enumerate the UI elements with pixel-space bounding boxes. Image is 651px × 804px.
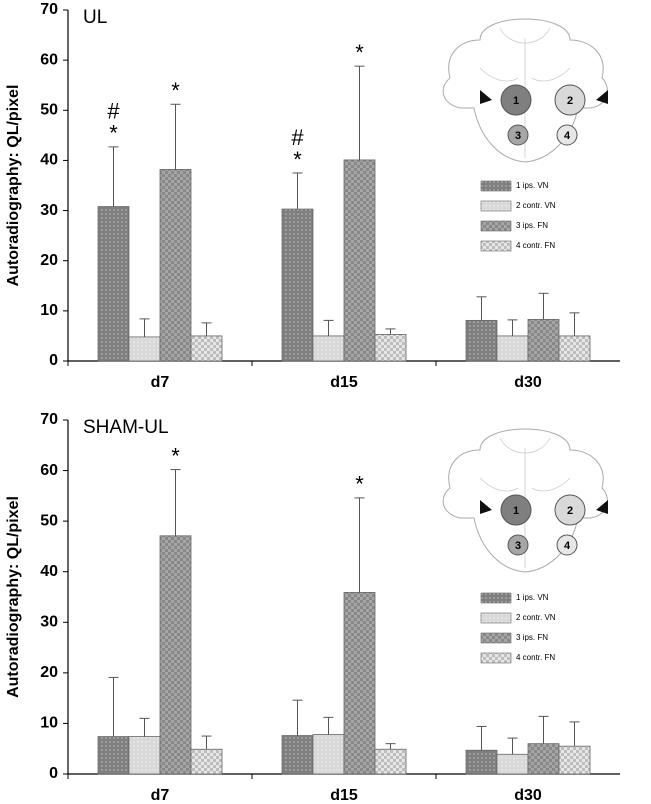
legend-label: 1 ips. VN [516,593,549,602]
nucleus-marker [500,84,532,116]
legend-swatch [480,240,512,252]
y-tick-label: 20 [40,664,58,681]
y-tick-label: 20 [40,252,58,269]
significance-mark: * [293,147,302,172]
significance-mark: # [291,125,304,150]
nucleus-label: 4 [564,540,571,552]
nucleus-marker [507,534,529,556]
y-tick-label: 40 [40,563,58,580]
y-axis-label: Autoradiography: QL/pixel [5,85,22,287]
legend-label: 4 contr. FN [516,653,555,662]
y-tick-label: 70 [40,1,58,18]
bar [190,335,223,362]
brain-diagram: 1 2 3 4 [442,428,608,573]
bar [159,169,192,362]
nucleus-marker [556,124,578,146]
y-axis-label: Autoradiography: QL/pixel [5,496,22,698]
significance-mark: * [355,472,364,497]
nucleus-label: 1 [513,505,519,517]
nucleus-label: 3 [515,130,521,142]
y-tick-label: 50 [40,512,58,529]
significance-mark: * [171,443,180,468]
nucleus-marker [500,494,532,526]
y-tick-label: 30 [40,202,58,219]
bar [128,736,161,775]
bar [374,748,407,775]
x-tick-label: d15 [330,374,358,391]
legend-label: 1 ips. VN [516,181,549,190]
panel: 0 10 20 30 40 50 60 70 Autoradiography: QL/pixel… [5,1,620,391]
x-tick-label: d7 [151,374,170,391]
nucleus-label: 1 [513,95,519,107]
brain-diagram: 1 2 3 4 [442,18,608,163]
panel-title: SHAM-UL [83,417,169,438]
bar [527,743,560,775]
bar [190,748,223,775]
bar [281,735,314,775]
legend-swatch [480,632,512,644]
nucleus-marker [554,494,586,526]
bar [465,749,498,775]
x-tick-label: d30 [514,374,542,391]
bar [496,335,529,362]
x-tick-label: d7 [151,787,170,804]
bar [159,535,192,775]
nucleus-marker [554,84,586,116]
bar [496,753,529,775]
bar [558,745,591,775]
nucleus-label: 2 [567,505,573,517]
legend-label: 3 ips. FN [516,221,548,230]
bar [97,736,130,775]
bar [465,319,498,362]
bar [312,734,345,775]
y-tick-label: 0 [49,765,58,782]
nucleus-label: 2 [567,95,573,107]
legend-swatch [480,180,512,192]
y-tick-label: 50 [40,102,58,119]
bar [374,334,407,362]
x-tick-label: d30 [514,787,542,804]
legend-swatch [480,200,512,212]
nucleus-label: 4 [564,130,571,142]
y-tick-label: 0 [49,352,58,369]
legend-swatch [480,592,512,604]
legend-swatch [480,652,512,664]
panel-title: UL [83,7,107,28]
bar [97,206,130,362]
bar [343,592,376,775]
y-tick-label: 40 [40,152,58,169]
y-tick-label: 30 [40,614,58,631]
bar [281,208,314,362]
legend-label: 4 contr. FN [516,241,555,250]
legend-swatch [480,220,512,232]
legend-label: 2 contr. VN [516,613,556,622]
y-tick-label: 70 [40,411,58,428]
y-tick-label: 60 [40,51,58,68]
y-tick-label: 10 [40,302,58,319]
nucleus-marker [556,534,578,556]
nucleus-marker [507,124,529,146]
bar [128,336,161,362]
x-tick-label: d15 [330,787,358,804]
y-tick-label: 10 [40,715,58,732]
significance-mark: * [171,78,180,103]
significance-mark: * [109,121,118,146]
nucleus-label: 3 [515,540,521,552]
legend-label: 2 contr. VN [516,201,556,210]
bar [312,335,345,362]
bar [558,335,591,362]
significance-mark: * [355,40,364,65]
significance-mark: # [107,99,120,124]
bar [527,318,560,362]
legend-label: 3 ips. FN [516,633,548,642]
bar [343,159,376,362]
legend-swatch [480,612,512,624]
y-tick-label: 60 [40,462,58,479]
panel: 0 10 20 30 40 50 60 70 Autoradiography: QL/pixel… [5,411,620,804]
